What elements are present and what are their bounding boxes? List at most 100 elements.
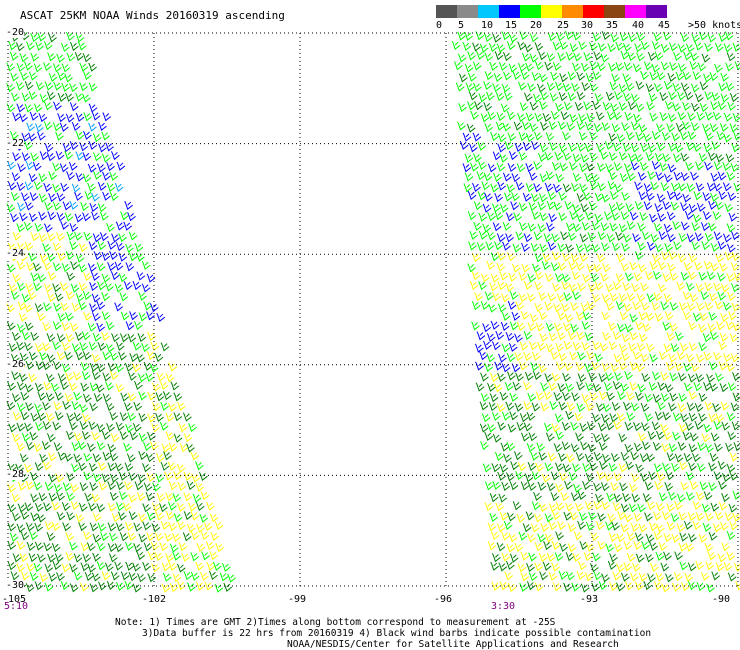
wind-barb xyxy=(33,63,43,73)
wind-barb xyxy=(612,380,622,391)
wind-barb xyxy=(592,341,601,351)
wind-barb xyxy=(610,363,620,373)
wind-barb xyxy=(70,283,80,293)
wind-barb xyxy=(603,382,613,392)
wind-barb xyxy=(664,100,674,110)
wind-barb xyxy=(105,142,114,152)
wind-barb xyxy=(622,42,632,52)
wind-barb xyxy=(221,562,231,572)
wind-barb xyxy=(53,483,63,493)
wind-barb xyxy=(724,203,734,213)
wind-barb xyxy=(143,542,153,552)
wind-barb xyxy=(215,543,225,553)
wind-barb xyxy=(613,162,623,172)
wind-barb xyxy=(503,520,513,530)
wind-barb xyxy=(504,571,514,581)
wind-barb xyxy=(557,452,567,462)
wind-barb xyxy=(462,132,472,142)
wind-barb xyxy=(83,311,92,321)
wind-barb xyxy=(609,222,619,232)
wind-barb xyxy=(626,532,636,542)
legend-label: 5 xyxy=(458,20,465,31)
wind-barb xyxy=(118,252,128,262)
wind-barb xyxy=(576,91,586,101)
wind-barb xyxy=(33,562,43,572)
wind-barb xyxy=(530,362,539,372)
wind-barb xyxy=(73,231,83,241)
wind-barb xyxy=(669,372,679,382)
wind-barb xyxy=(583,101,592,111)
speed-legend-bar xyxy=(436,5,667,18)
wind-barb xyxy=(481,413,491,423)
wind-barb xyxy=(48,473,58,483)
legend-swatch xyxy=(646,5,667,18)
wind-barb xyxy=(141,283,151,293)
wind-barb xyxy=(568,261,577,271)
wind-barb xyxy=(19,453,29,463)
wind-barb xyxy=(151,402,161,412)
wind-barb xyxy=(136,271,146,281)
wind-barb xyxy=(647,51,657,61)
wind-barb xyxy=(684,91,694,101)
wind-barb xyxy=(711,140,721,150)
wind-barb xyxy=(731,283,740,293)
wind-barb xyxy=(717,460,727,470)
wind-barb xyxy=(657,381,667,391)
wind-barb xyxy=(115,341,125,351)
wind-barb xyxy=(637,241,646,251)
wind-barb xyxy=(20,391,30,401)
legend-label: 15 xyxy=(505,20,518,31)
wind-barb xyxy=(136,551,145,561)
wind-barb xyxy=(54,391,64,401)
wind-barb xyxy=(565,383,575,393)
wind-barb xyxy=(719,521,729,531)
wind-barb xyxy=(533,161,543,171)
wind-barb xyxy=(120,571,130,581)
wind-barb xyxy=(631,493,641,503)
wind-barb xyxy=(109,532,118,542)
wind-barb xyxy=(69,42,79,52)
wind-barb xyxy=(65,31,75,41)
wind-barb xyxy=(61,363,71,373)
wind-barb xyxy=(726,463,736,473)
wind-barb xyxy=(7,381,16,391)
wind-barb xyxy=(19,212,28,222)
wind-barb xyxy=(16,523,26,533)
wind-barb xyxy=(534,302,544,313)
wind-barb xyxy=(91,293,101,303)
wind-barb xyxy=(119,292,129,302)
wind-barb xyxy=(586,350,596,361)
wind-barb xyxy=(710,192,719,202)
wind-barb xyxy=(109,473,119,483)
wind-barb xyxy=(16,103,26,113)
wind-barb xyxy=(694,403,704,413)
wind-barb xyxy=(657,283,667,293)
wind-barb xyxy=(29,192,39,202)
wind-barb xyxy=(516,321,526,331)
wind-barb xyxy=(501,411,511,421)
wind-barb xyxy=(28,252,37,262)
wind-barb xyxy=(48,171,58,181)
wind-barb xyxy=(147,413,156,423)
wind-barb xyxy=(576,71,586,81)
wind-barb xyxy=(531,141,540,151)
wind-barb xyxy=(25,441,35,451)
wind-barb xyxy=(551,372,561,382)
wind-barb xyxy=(613,111,623,121)
wind-barb xyxy=(558,92,568,102)
wind-barb xyxy=(93,251,103,261)
wind-barb xyxy=(181,552,191,562)
wind-barb xyxy=(525,183,535,193)
wind-barb xyxy=(208,570,218,581)
wind-barb xyxy=(12,273,21,283)
wind-barb xyxy=(577,520,586,530)
wind-barb xyxy=(124,481,133,491)
wind-barb xyxy=(566,122,576,132)
wind-barb xyxy=(128,231,138,241)
wind-barb xyxy=(713,351,722,361)
wind-barb xyxy=(172,493,182,503)
wind-barb xyxy=(92,133,102,143)
wind-barb xyxy=(537,201,547,211)
wind-barb xyxy=(494,451,504,461)
wind-barb xyxy=(561,303,570,313)
